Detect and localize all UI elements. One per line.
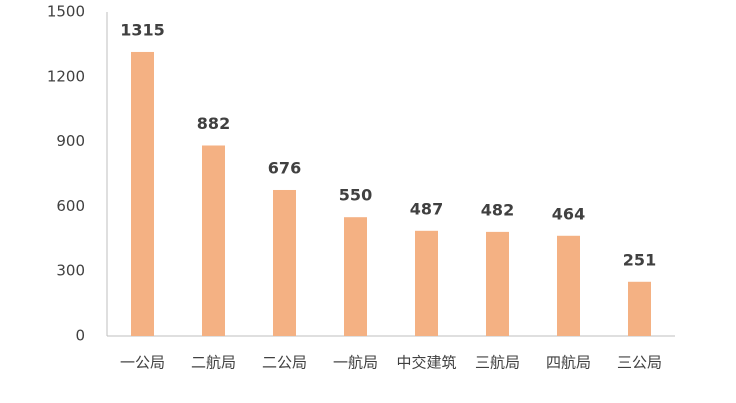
x-tick-label: 四航局 — [546, 354, 591, 372]
x-tick-label: 二公局 — [262, 354, 307, 372]
bar — [486, 231, 509, 336]
bar — [557, 235, 580, 336]
bar — [628, 281, 651, 336]
y-tick-label: 600 — [56, 197, 85, 215]
y-tick-label: 1500 — [47, 3, 85, 21]
x-tick-label: 二航局 — [191, 354, 236, 372]
y-tick-label: 0 — [75, 327, 85, 345]
bar — [131, 51, 154, 337]
data-label: 1315 — [120, 20, 165, 39]
bar — [202, 145, 225, 336]
bar — [344, 217, 367, 336]
x-tick-label: 一航局 — [333, 354, 378, 372]
x-tick-label: 三公局 — [617, 354, 662, 372]
data-label: 550 — [339, 186, 372, 205]
data-label: 676 — [268, 158, 301, 177]
y-tick-label: 900 — [56, 132, 85, 150]
x-tick-label: 中交建筑 — [396, 354, 456, 372]
y-tick-label: 1200 — [47, 67, 85, 85]
data-label: 487 — [410, 199, 443, 218]
bar — [415, 230, 438, 336]
data-label: 482 — [481, 200, 514, 219]
bar — [273, 189, 296, 336]
data-label: 464 — [552, 204, 585, 223]
data-label: 251 — [623, 250, 656, 269]
y-tick-label: 300 — [56, 262, 85, 280]
x-tick-label: 一公局 — [120, 354, 165, 372]
data-label: 882 — [197, 114, 230, 133]
x-tick-label: 三航局 — [475, 354, 520, 372]
